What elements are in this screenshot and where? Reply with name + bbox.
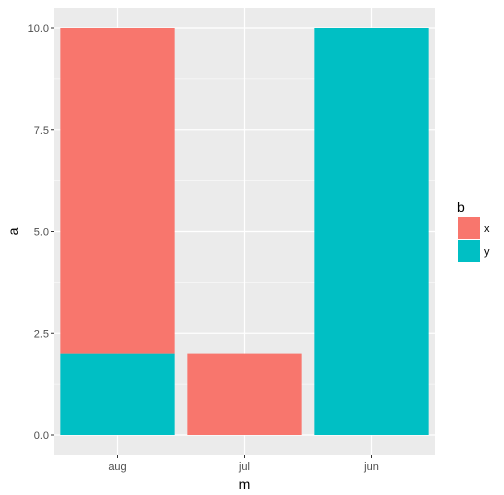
legend-label-y: y <box>484 246 490 258</box>
y-axis-title: a <box>5 227 21 235</box>
y-tick-label: 5.0 <box>34 227 49 239</box>
x-axis-title: m <box>239 476 251 492</box>
bar-aug-x <box>60 28 175 354</box>
legend-label-x: x <box>484 223 490 235</box>
y-axis: 0.0 2.5 5.0 7.5 10.0 <box>28 23 54 442</box>
x-tick-label: jul <box>238 461 250 473</box>
legend-title: b <box>457 199 465 215</box>
y-tick-label: 0.0 <box>34 430 49 442</box>
bar-jun-y <box>314 28 429 435</box>
bars <box>60 28 429 435</box>
x-axis: aug jul jun <box>108 455 379 473</box>
legend-swatch-x <box>458 217 480 239</box>
legend-swatch-y <box>458 240 480 262</box>
y-tick-label: 2.5 <box>34 328 49 340</box>
legend: b xy <box>457 199 490 262</box>
y-tick-label: 7.5 <box>34 125 49 137</box>
bar-aug-y <box>60 353 175 435</box>
x-tick-label: jun <box>363 461 379 473</box>
bar-jul-x <box>187 353 302 435</box>
y-tick-label: 10.0 <box>28 23 49 35</box>
x-tick-label: aug <box>108 461 126 473</box>
